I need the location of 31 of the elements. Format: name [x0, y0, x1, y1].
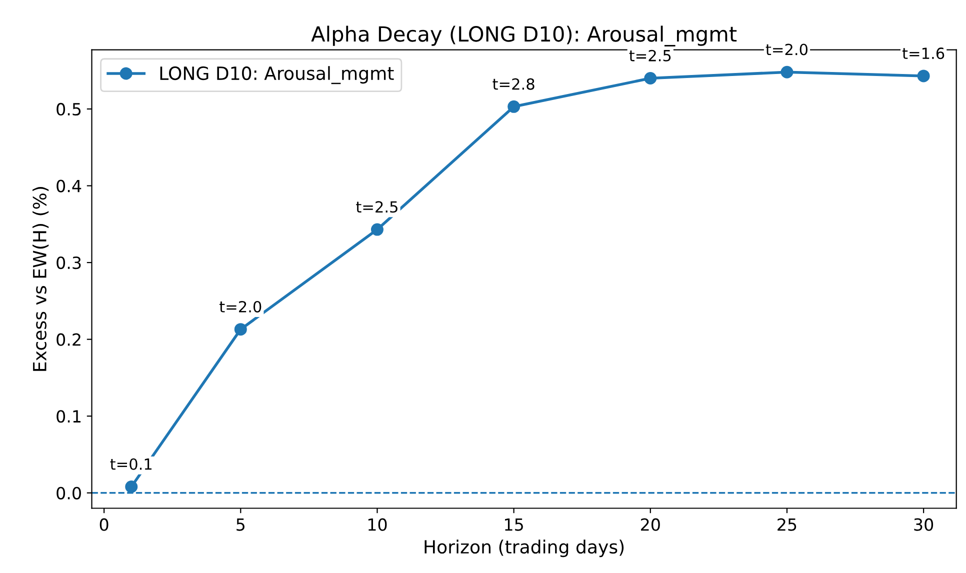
- annotation: t=1.6: [902, 48, 944, 60]
- annotation: t=2.0: [220, 300, 262, 312]
- chart-title: Alpha Decay (LONG D10): Arousal_mgmt: [311, 26, 737, 46]
- point: [508, 100, 520, 113]
- y-axis-title: Excess vs EW(H) (%): [32, 187, 49, 371]
- x-tick-label: 10: [368, 518, 387, 531]
- y-tick-label: 0.1: [56, 410, 81, 423]
- annotation: t=2.5: [356, 201, 398, 213]
- y-tick-label: 0.4: [56, 180, 82, 192]
- y-tick-label: 0.3: [56, 256, 81, 270]
- annotation: t=2.5: [629, 50, 671, 62]
- point: [780, 66, 794, 78]
- annotation: t=0.1: [110, 458, 152, 470]
- y-tick-label: 0.0: [56, 486, 81, 500]
- x-axis-title: Horizon (trading days): [424, 540, 624, 558]
- point: [234, 323, 247, 336]
- x-tick-label: 15: [505, 518, 523, 531]
- x-tick-label: 5: [236, 518, 244, 531]
- point: [125, 480, 138, 493]
- y-tick-label: 0.5: [56, 102, 81, 116]
- point: [644, 72, 657, 85]
- point: [917, 70, 930, 82]
- y-tick-label: 0.2: [56, 333, 80, 346]
- x-tick-label: 20: [641, 518, 660, 531]
- point: [370, 223, 384, 236]
- x-tick-label: 25: [778, 518, 796, 531]
- annotation: t=2.8: [492, 78, 534, 90]
- x-tick-label: 0: [100, 518, 108, 531]
- legend-label: LONG D10: Arousal_mgmt: [160, 66, 394, 84]
- annotation: t=2.0: [766, 44, 808, 56]
- x-tick-label: 30: [914, 518, 934, 531]
